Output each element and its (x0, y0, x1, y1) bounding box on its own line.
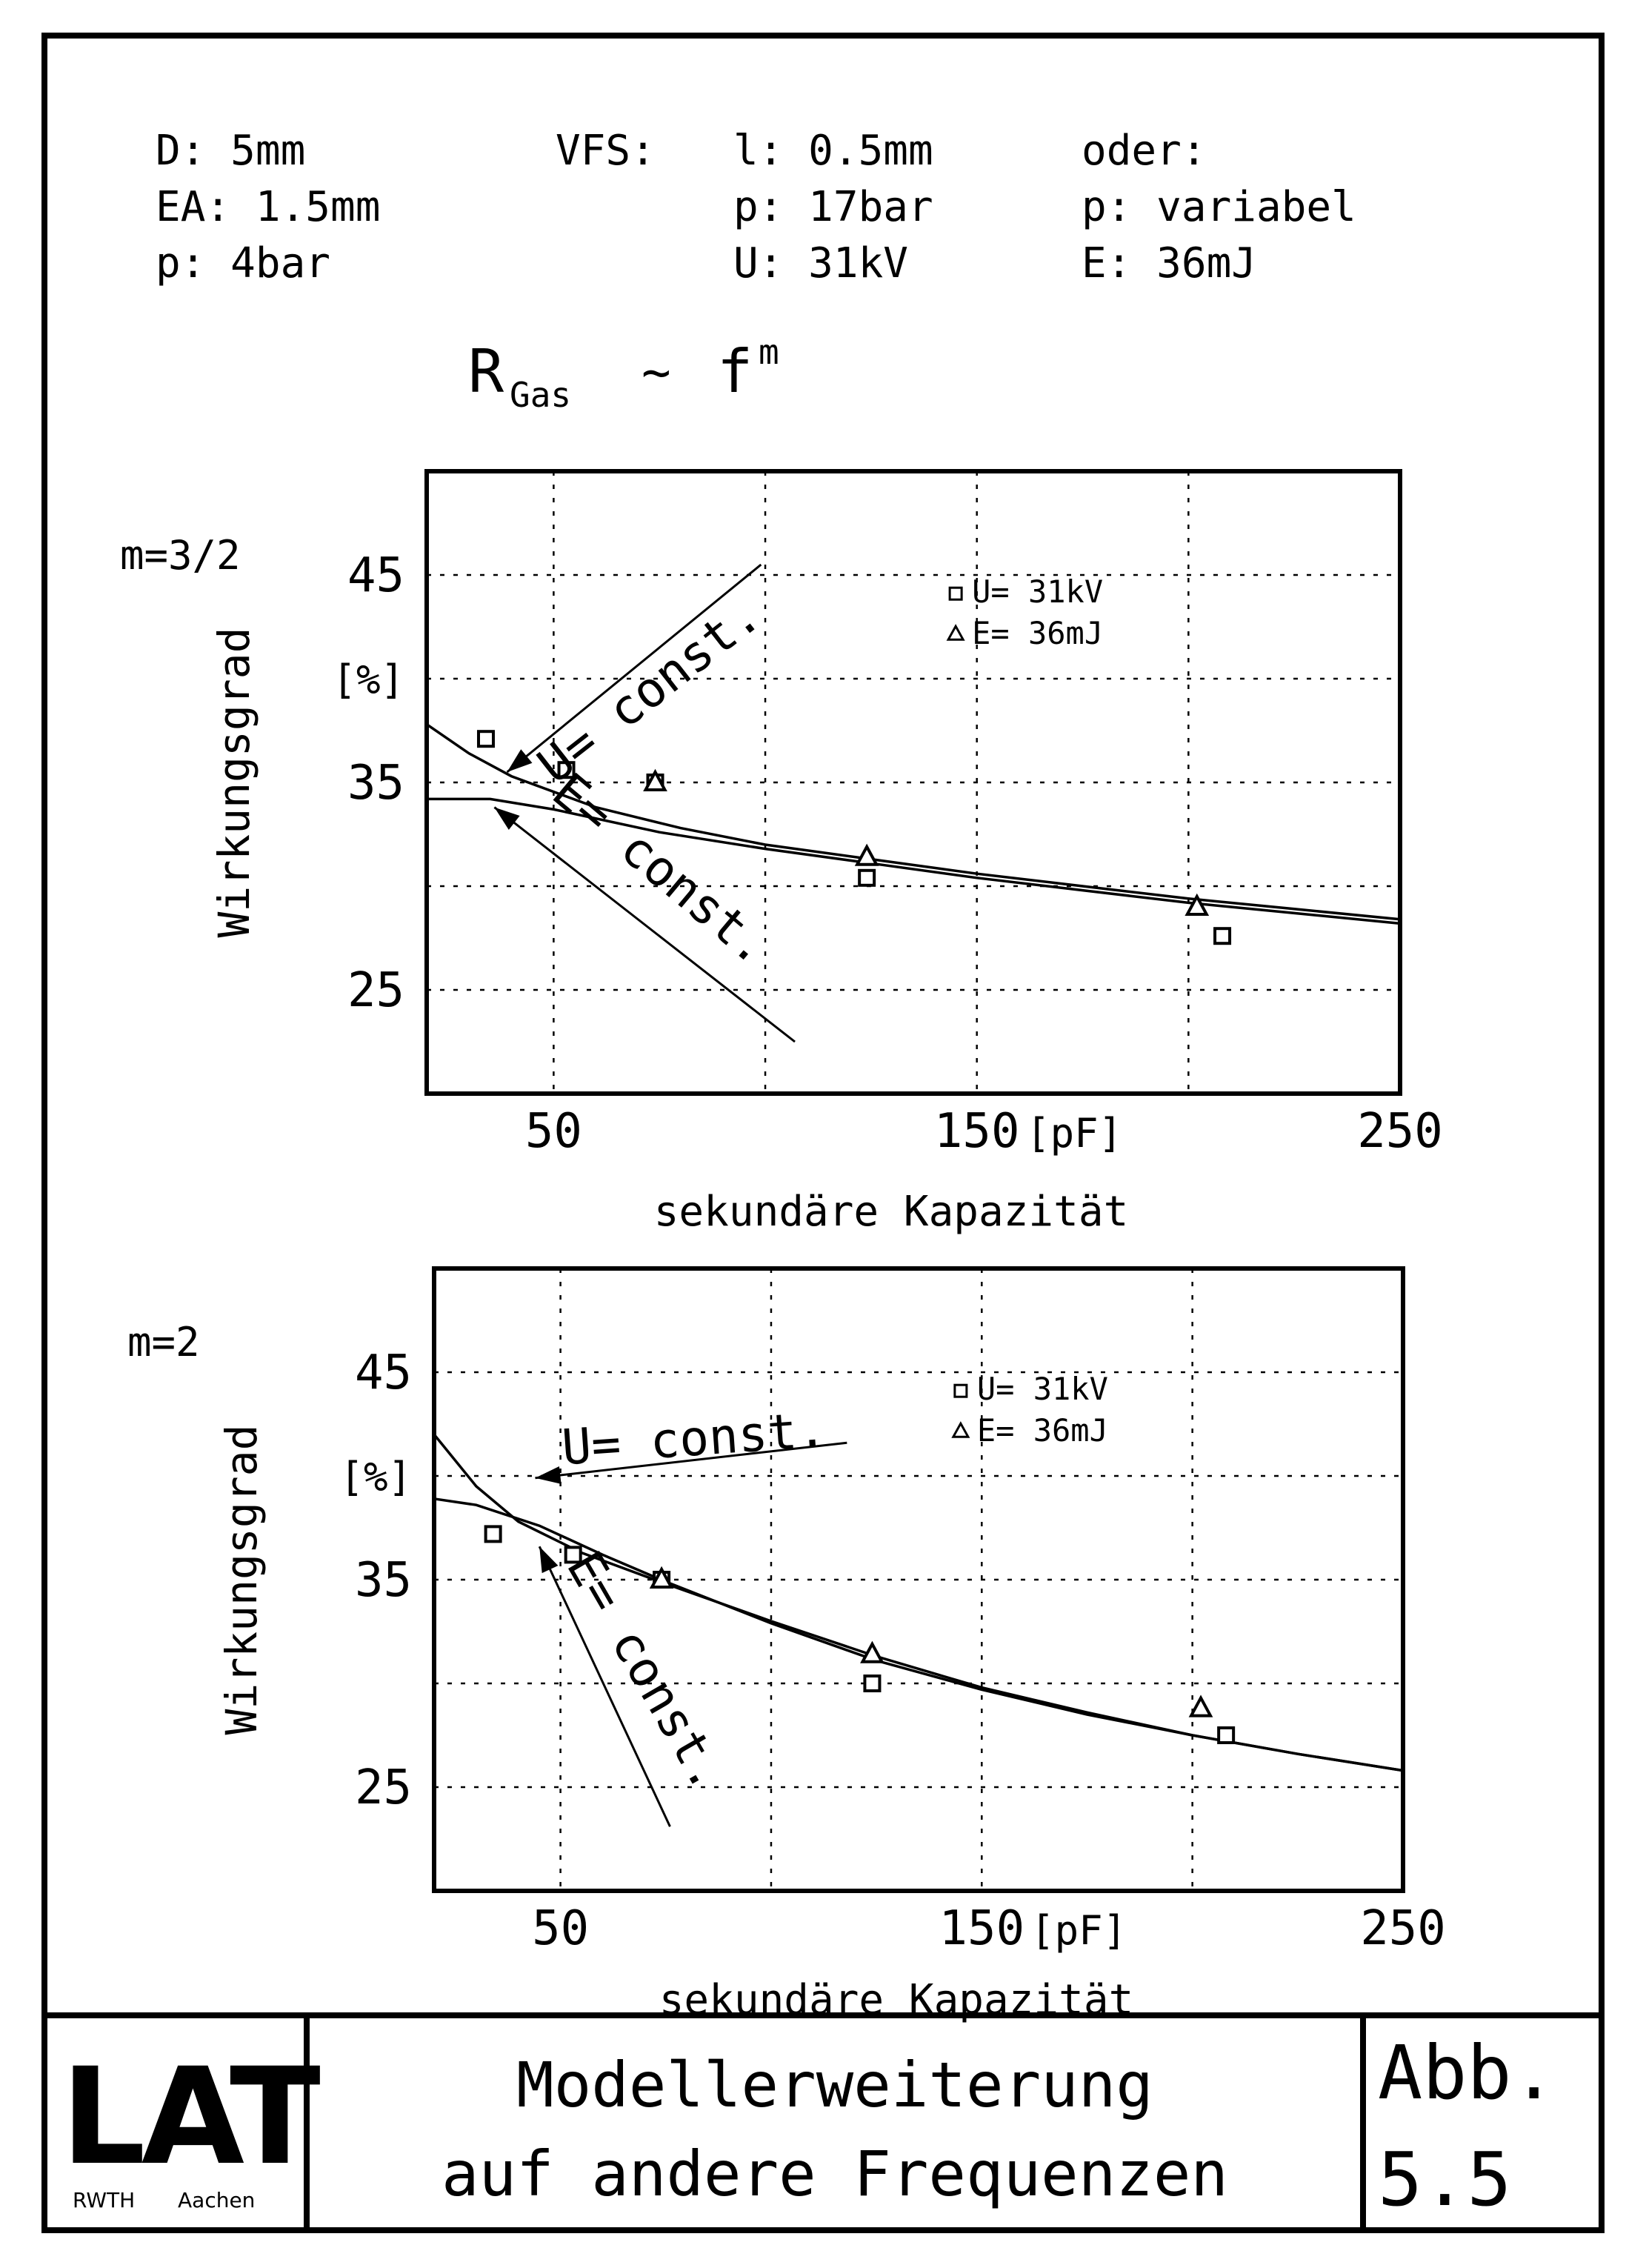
chart2-plot-frame (432, 1266, 1405, 1893)
param-p2: p: 17bar (733, 183, 933, 231)
chart2-marker-square (564, 1546, 582, 1564)
chart1-marker-square (557, 761, 576, 779)
chart2-legend-square-icon (953, 1383, 968, 1398)
param-p3: p: variabel (1082, 183, 1356, 231)
chart1-legend-triangle-icon (946, 624, 965, 641)
chart2-marker-triangle (649, 1566, 674, 1589)
param-p1: p: 4bar (156, 239, 331, 287)
chart2-marker-square (1217, 1726, 1236, 1744)
abb-number: 5.5 (1378, 2136, 1512, 2223)
chart1-xtick-label: 50 (525, 1104, 582, 1159)
chart1-y-axis-label: Wirkungsgrad (209, 627, 259, 937)
chart1-annotation-e-label: E= const. (542, 762, 782, 977)
param-ea: EA: 1.5mm (156, 183, 381, 231)
chart1-xtick-label: 250 (1357, 1104, 1443, 1159)
chart1-annotation-u-arrow-line (506, 563, 762, 774)
chart2-curve-e (433, 1497, 1404, 1772)
chart2-x-unit: [pF] (1030, 1907, 1127, 1954)
chart2-ytick-label: 45 (355, 1346, 412, 1400)
chart2-y-axis-label: Wirkungsgrad (216, 1424, 267, 1735)
footer-title-line1: Modellerweiterung (516, 2049, 1153, 2121)
footer-divider (41, 2012, 1605, 2018)
chart1-marker-square (476, 730, 495, 748)
chart1-marker-triangle (643, 768, 667, 791)
chart2-annotation-u-label: U= const. (560, 1401, 828, 1477)
formula-sup: m (759, 332, 779, 372)
chart2-m-label: m=2 (127, 1319, 200, 1366)
page-frame (41, 33, 1605, 2233)
chart2-y-unit: [%] (339, 1454, 412, 1500)
param-oder: oder: (1082, 127, 1207, 175)
chart2-ytick-label: 35 (355, 1553, 412, 1608)
chart1-marker-square (1213, 927, 1232, 945)
chart2-legend-e: E= 36mJ (977, 1412, 1108, 1449)
chart1-ytick-label: 45 (347, 548, 404, 603)
chart2-legend-triangle-icon (951, 1421, 970, 1438)
chart1-annotation-e-arrow-head (494, 807, 520, 830)
chart1-annotation-e-arrow-line (493, 806, 796, 1043)
chart2-annotation-e-arrow-head (539, 1546, 559, 1574)
chart1-legend-u: U= 31kV (972, 573, 1103, 610)
chart1-plot-frame (424, 469, 1402, 1096)
chart1-legend-e: E= 36mJ (972, 615, 1103, 651)
chart2-annotation-e-arrow-line (538, 1546, 671, 1827)
footer-title-line2: auf andere Frequenzen (441, 2138, 1229, 2210)
chart1-m-label: m=3/2 (120, 532, 241, 579)
chart1-legend-square-icon (948, 586, 963, 601)
chart1-x-unit: [pF] (1026, 1110, 1122, 1157)
chart1-ytick-label: 25 (347, 963, 404, 1018)
formula-rel: ~ (642, 344, 671, 401)
formula-f: f (717, 337, 753, 406)
chart2-marker-square (484, 1525, 502, 1543)
chart2-marker-triangle (1188, 1695, 1213, 1717)
chart1-marker-square (858, 868, 876, 887)
chart2-xtick-label: 250 (1360, 1901, 1446, 1956)
chart1-marker-triangle (1184, 893, 1210, 916)
chart2-annotation-u-arrow-line (535, 1441, 847, 1480)
formula-r: R (468, 337, 504, 406)
footer-divider-right (1360, 2012, 1366, 2233)
logo-sub-aachen: Aachen (178, 2188, 256, 2212)
chart2-marker-triangle (860, 1640, 884, 1663)
chart2-marker-square (863, 1675, 882, 1692)
chart1-ytick-label: 35 (347, 756, 404, 811)
param-vfs: VFS: (556, 127, 656, 175)
chart1-marker-triangle (854, 843, 879, 866)
chart1-x-axis-label: sekundäre Kapazität (654, 1188, 1129, 1236)
param-e: E: 36mJ (1082, 239, 1257, 287)
chart1-annotation-u-label: U= const. (527, 586, 771, 794)
param-d: D: 5mm (156, 127, 306, 175)
formula-sub: Gas (510, 375, 572, 415)
chart1-annotation-u-arrow-head (507, 749, 533, 772)
chart1-y-unit: [%] (332, 656, 404, 703)
chart2-xtick-label: 150 (939, 1901, 1025, 1956)
chart2-ytick-label: 25 (355, 1760, 412, 1815)
logo-sub-rwth: RWTH (73, 2188, 136, 2212)
abb-label: Abb. (1378, 2029, 1556, 2116)
chart2-annotation-u-arrow-head (535, 1466, 562, 1484)
param-l: l: 0.5mm (733, 127, 933, 175)
chart1-xtick-label: 150 (934, 1104, 1020, 1159)
chart2-xtick-label: 50 (532, 1901, 589, 1956)
param-u: U: 31kV (733, 239, 909, 287)
lat-logo: LAT (61, 2040, 321, 2195)
footer-divider-left (304, 2012, 310, 2233)
chart1-curve-u (426, 723, 1401, 921)
chart2-legend-u: U= 31kV (977, 1371, 1108, 1407)
chart2-annotation-e-label: E= const. (556, 1542, 737, 1800)
